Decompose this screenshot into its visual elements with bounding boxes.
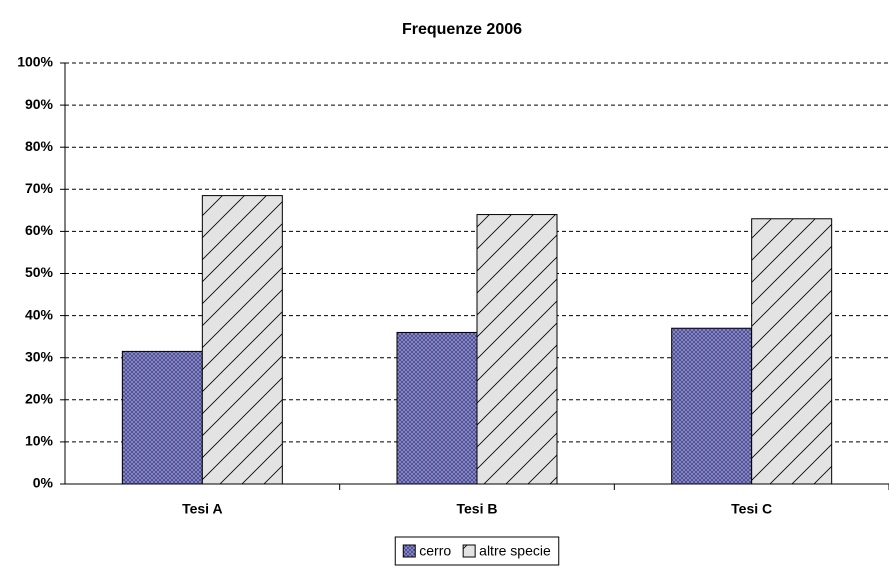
x-tick-label: Tesi B xyxy=(457,501,498,517)
bar xyxy=(201,195,283,485)
y-tick-label: 50% xyxy=(25,264,54,280)
legend-swatch xyxy=(402,544,416,558)
x-tick-label: Tesi C xyxy=(731,501,772,517)
bar xyxy=(396,331,478,485)
y-tick-label: 40% xyxy=(25,306,54,322)
bar xyxy=(476,214,558,485)
bar xyxy=(751,218,833,485)
y-tick-label: 90% xyxy=(25,96,54,112)
y-tick-label: 0% xyxy=(33,475,54,491)
y-tick-label: 100% xyxy=(17,54,53,70)
legend-label: altre specie xyxy=(479,543,551,559)
y-tick-label: 10% xyxy=(25,433,54,449)
x-tick-label: Tesi A xyxy=(182,501,222,517)
y-tick-label: 20% xyxy=(25,391,54,407)
legend: cerro altre specie xyxy=(394,536,560,566)
y-tick-label: 30% xyxy=(25,348,54,364)
chart-title: Frequenze 2006 xyxy=(402,21,522,38)
y-tick-label: 80% xyxy=(25,138,54,154)
bar xyxy=(121,350,203,485)
legend-box xyxy=(394,536,560,566)
legend-swatch xyxy=(462,544,476,558)
y-tick-label: 70% xyxy=(25,180,54,196)
legend-label: cerro xyxy=(419,543,451,559)
bar xyxy=(671,327,753,485)
y-tick-label: 60% xyxy=(25,222,54,238)
